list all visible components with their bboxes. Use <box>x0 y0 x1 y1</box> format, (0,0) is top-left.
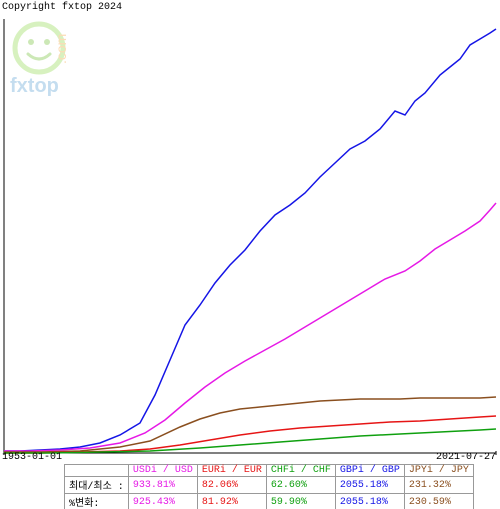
table-cell: 925.43% <box>128 494 197 509</box>
copyright-text: Copyright fxtop 2024 <box>2 2 122 13</box>
table-cell: 231.32% <box>404 477 473 494</box>
col-header: GBPi / GBP <box>335 465 404 477</box>
row-label: 최대/최소 : <box>65 477 129 494</box>
col-header: CHFi / CHF <box>266 465 335 477</box>
table-cell: 59.90% <box>266 494 335 509</box>
table-cell: 933.81% <box>128 477 197 494</box>
table-cell: 62.60% <box>266 477 335 494</box>
col-header: JPYi / JPY <box>404 465 473 477</box>
col-header: USDi / USD <box>128 465 197 477</box>
line-chart <box>0 15 500 455</box>
table-cell: 81.92% <box>197 494 266 509</box>
currency-data-table: USDi / USDEURi / EURCHFi / CHFGBPi / GBP… <box>64 464 474 509</box>
table-corner <box>65 465 129 477</box>
table-cell: 82.06% <box>197 477 266 494</box>
table-cell: 2055.18% <box>335 494 404 509</box>
series-usdi-usd <box>4 203 496 451</box>
x-axis-start-label: 1953-01-01 <box>2 452 62 463</box>
col-header: EURi / EUR <box>197 465 266 477</box>
table-cell: 2055.18% <box>335 477 404 494</box>
series-gbpi-gbp <box>4 29 496 451</box>
table-cell: 230.59% <box>404 494 473 509</box>
row-label: %변화: <box>65 494 129 509</box>
x-axis-end-label: 2021-07-27 <box>436 452 496 463</box>
